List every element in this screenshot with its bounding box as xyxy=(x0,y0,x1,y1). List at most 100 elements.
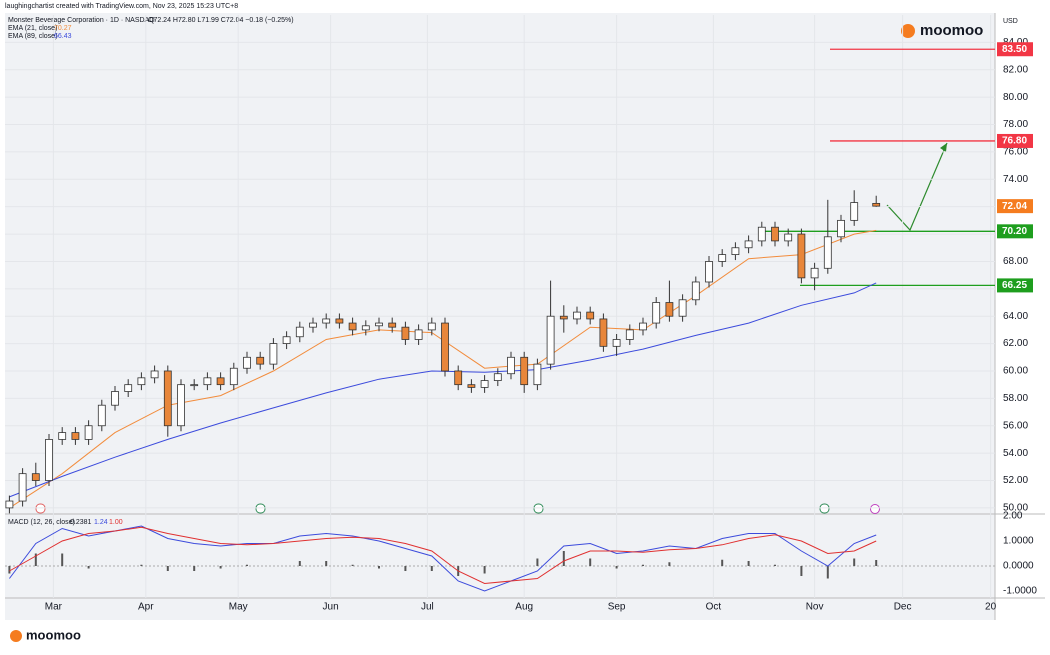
ohlc: O72.24 H72.80 L71.99 C72.04 −0.18 (−0.25… xyxy=(148,17,294,24)
candle-body xyxy=(256,356,265,365)
currency: USD xyxy=(1003,18,1018,25)
candle-body xyxy=(111,391,119,406)
histogram-bar xyxy=(140,564,143,566)
x-tick-label: Dec xyxy=(894,602,912,613)
logo-icon xyxy=(10,630,22,642)
y-tick-label: 50.00 xyxy=(1003,503,1028,514)
histogram-bar xyxy=(642,564,644,566)
x-tick-label: Jul xyxy=(421,602,434,613)
candle-body xyxy=(5,500,14,509)
logo-text: moomoo xyxy=(920,22,983,39)
histogram-bar xyxy=(826,566,829,579)
candle-body xyxy=(309,322,317,328)
candle-body xyxy=(718,254,727,262)
candle-body xyxy=(493,373,502,381)
candle-body xyxy=(388,322,397,328)
candle-body xyxy=(665,302,674,317)
candle-body xyxy=(150,370,159,379)
macd-legend-value: 1.24 xyxy=(94,519,108,526)
candle-body xyxy=(137,377,146,386)
brand-logo: moomoo moomoo xyxy=(10,22,983,642)
histogram-bar xyxy=(246,564,248,566)
candle-body xyxy=(58,432,67,440)
candle-body xyxy=(533,363,542,386)
histogram-bar xyxy=(774,564,776,566)
legend-value: 70.27 xyxy=(54,25,72,32)
candle-body xyxy=(757,226,766,242)
histogram-bar xyxy=(219,566,222,569)
event-icons xyxy=(35,503,880,514)
candle-body xyxy=(599,318,608,347)
macd-line xyxy=(9,526,877,585)
y-tick-label: 80.00 xyxy=(1003,92,1028,103)
candle-body xyxy=(31,473,40,481)
candle-body xyxy=(691,281,700,301)
candle-body xyxy=(546,315,555,365)
x-tick-label: Jun xyxy=(323,602,339,613)
candle-body xyxy=(652,302,661,324)
candle-body xyxy=(427,322,436,331)
x-tick-label: Nov xyxy=(806,602,824,613)
y-tick-label: 52.00 xyxy=(1003,475,1028,486)
candle-body xyxy=(784,233,793,242)
candle-body xyxy=(203,377,212,386)
histogram-bar xyxy=(193,566,196,571)
y-tick-label: 68.00 xyxy=(1003,256,1028,267)
y-tick-label: 64.00 xyxy=(1003,311,1028,322)
candle-body xyxy=(322,318,331,324)
candle-body xyxy=(454,370,463,386)
candle-body xyxy=(243,356,251,369)
histogram-bar xyxy=(800,566,803,576)
candle-body xyxy=(771,226,779,242)
candle-body xyxy=(441,322,449,372)
histogram-bar xyxy=(853,558,856,566)
candle-body xyxy=(586,311,595,320)
candle-body xyxy=(639,322,647,331)
macd-legend-value: 0.2381 xyxy=(70,519,92,526)
price-tag-label: 70.20 xyxy=(1002,226,1027,237)
candle-body xyxy=(573,311,581,320)
candle-body xyxy=(507,356,515,375)
y-tick-label: 58.00 xyxy=(1003,393,1028,404)
histogram-bar xyxy=(430,566,433,571)
price-tag xyxy=(997,278,1033,293)
legend-entry: EMA (21, close) xyxy=(8,25,57,32)
x-tick-label: Aug xyxy=(515,602,533,613)
candle-body xyxy=(731,247,740,256)
histogram-bar xyxy=(483,566,486,574)
histogram-bar xyxy=(589,558,592,566)
histogram-bar xyxy=(298,561,301,566)
candle-body xyxy=(295,326,304,338)
histogram-bar xyxy=(87,566,90,569)
candle-body xyxy=(124,384,133,392)
event-icon xyxy=(870,504,880,514)
candle-body xyxy=(744,240,753,249)
y-tick-label: 62.00 xyxy=(1003,338,1028,349)
candle-body xyxy=(705,261,713,283)
histogram-bar xyxy=(166,566,169,571)
candle-body xyxy=(810,267,819,279)
candle-body xyxy=(348,322,357,331)
price-tag-label: 72.04 xyxy=(1002,201,1027,212)
y-tick-label: 82.00 xyxy=(1003,64,1028,75)
candle-body xyxy=(18,473,27,502)
candle-body xyxy=(71,432,80,440)
candle-body xyxy=(520,356,529,386)
x-tick-label: Apr xyxy=(138,602,154,613)
macd-line xyxy=(9,525,877,592)
histogram-bar xyxy=(875,560,878,566)
y-tick-label: 60.00 xyxy=(1003,366,1028,377)
price-tag-label: 83.50 xyxy=(1002,44,1027,55)
event-icon xyxy=(819,503,830,514)
x-tick-label: May xyxy=(229,602,248,613)
price-tag-label: 66.25 xyxy=(1002,280,1027,291)
price-tag xyxy=(997,199,1033,214)
candle-body xyxy=(678,299,687,317)
legend-entry: EMA (89, close) xyxy=(8,33,57,40)
macd-legend-value: 1.00 xyxy=(109,519,123,526)
event-icon xyxy=(533,503,544,514)
candle-body xyxy=(84,425,93,440)
event-icon xyxy=(255,503,266,514)
candle-body xyxy=(559,315,568,320)
candle-body xyxy=(190,384,199,387)
